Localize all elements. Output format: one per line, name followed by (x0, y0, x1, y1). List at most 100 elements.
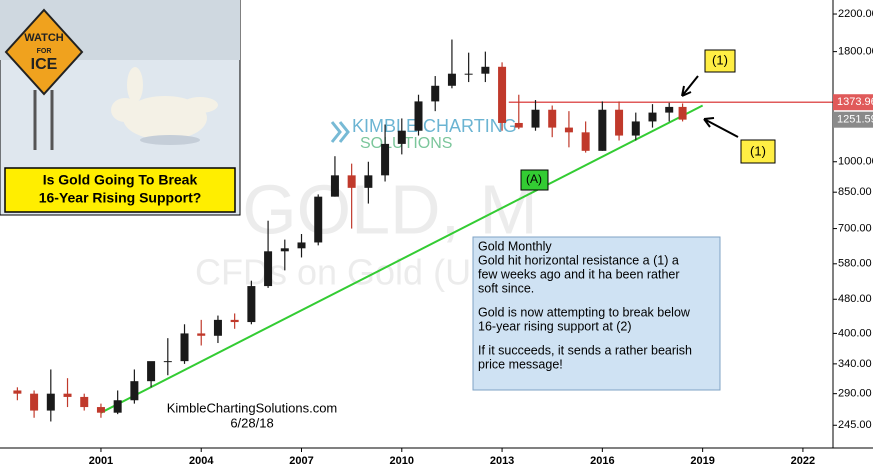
candle-body (113, 400, 122, 413)
sign-text: WATCH (24, 32, 64, 44)
candle-body (397, 130, 406, 144)
candle-body (230, 319, 239, 323)
note-text: soft since. (478, 281, 534, 295)
candle-body (665, 106, 674, 113)
y-tick-label: 2200.00 (838, 8, 873, 20)
candle-body (431, 85, 440, 102)
x-tick-label: 2022 (791, 455, 815, 467)
candle-body (130, 381, 139, 401)
x-tick-label: 2007 (289, 455, 313, 467)
y-tick-label: 400.00 (838, 327, 872, 339)
title: Is Gold Going To Break (43, 172, 198, 188)
candle-body (247, 286, 256, 323)
note-text: Gold hit horizontal resistance a (1) a (478, 253, 679, 267)
arrow (681, 75, 699, 97)
logo-text: SOLUTIONS (360, 135, 452, 152)
y-tick-label: 850.00 (838, 186, 872, 198)
resistance-tag (833, 94, 873, 111)
candle-body (330, 175, 339, 197)
title-box (4, 167, 236, 213)
sign-text: FOR (37, 48, 52, 55)
logo-text: KIMBLE CHARTING (352, 116, 517, 136)
bear-leg (182, 97, 218, 113)
candle-body (30, 393, 39, 411)
callout: (A) (526, 172, 542, 186)
y-tick-label: 245.00 (838, 419, 872, 431)
y-tick-label: 340.00 (838, 358, 872, 370)
watermark: GOLD, M CFDs on Gold (U (195, 170, 538, 292)
candle-body (381, 143, 390, 176)
candle-body (63, 393, 72, 397)
note-background (472, 236, 721, 391)
candle-body (314, 196, 323, 243)
resistance-label: 1373.96 (837, 96, 873, 108)
candle-body (13, 390, 22, 394)
support-line (100, 104, 704, 414)
candle-body (213, 319, 222, 336)
candle-body (46, 393, 55, 411)
candle-body (447, 73, 456, 86)
candle-body (648, 112, 657, 122)
candle-body (197, 333, 206, 336)
sign (4, 8, 84, 96)
callout: (1) (750, 143, 766, 158)
note-text: few weeks ago and it ha been rather (478, 267, 680, 281)
candle-body (180, 333, 189, 362)
y-tick-label: 480.00 (838, 293, 872, 305)
candle-body (347, 175, 356, 188)
last-price-tag (833, 111, 873, 128)
x-tick-label: 2004 (189, 455, 214, 467)
plot-area (13, 39, 833, 422)
bear-leg (127, 67, 143, 103)
bear-head (111, 98, 139, 122)
candle-body (80, 396, 89, 408)
callout-box (704, 49, 736, 73)
candle-body (564, 127, 573, 133)
bear-shadow (140, 135, 200, 145)
y-tick-label: 1800.00 (838, 46, 873, 58)
watermark-desc: CFDs on Gold (U (195, 252, 471, 293)
candle-body (631, 121, 640, 136)
note-text: 16-year rising support at (2) (478, 319, 632, 333)
callouts: (1) (1) (A) (520, 49, 776, 191)
x-tick-label: 2013 (490, 455, 514, 467)
x-tick-label: 2019 (690, 455, 714, 467)
note-text: If it succeeds, it sends a rather bearis… (478, 343, 692, 357)
x-tick-label: 2010 (390, 455, 414, 467)
callout: (1) (712, 52, 728, 67)
x-tick-label: 2016 (590, 455, 614, 467)
candle-body (163, 361, 172, 363)
candle-body (280, 248, 289, 252)
candle-body (514, 122, 523, 128)
candle-body (678, 106, 687, 120)
candle-body (364, 175, 373, 188)
note-text: price message! (478, 357, 563, 371)
source: KimbleChartingSolutions.com (167, 400, 338, 415)
callout-box (740, 139, 776, 164)
callout-box (520, 169, 549, 191)
y-tick-label: 1000.00 (838, 156, 873, 168)
candle-body (531, 109, 540, 128)
candle-body (548, 109, 557, 128)
candle-body (464, 73, 473, 75)
candle-body (581, 132, 590, 151)
candle-body (147, 361, 156, 382)
candle-body (297, 242, 306, 249)
watermark-symbol: GOLD, M (242, 170, 538, 248)
y-tick-label: 290.00 (838, 388, 872, 400)
note-text: Gold is now attempting to break below (478, 305, 691, 319)
y-tick-label: 580.00 (838, 258, 872, 270)
candle-body (481, 66, 490, 74)
candle-body (615, 109, 624, 136)
candle-body (414, 101, 423, 131)
note-text: Gold Monthly (478, 239, 552, 253)
title: 16-Year Rising Support? (39, 190, 202, 206)
sign-text: ICE (31, 56, 58, 73)
candle-body (598, 109, 607, 151)
inset-image: WATCH FOR ICE Is Gold Going To Break 16-… (0, 0, 241, 216)
candle-body (498, 66, 507, 123)
date: 6/28/18 (230, 415, 273, 430)
logo-mark (330, 121, 350, 143)
